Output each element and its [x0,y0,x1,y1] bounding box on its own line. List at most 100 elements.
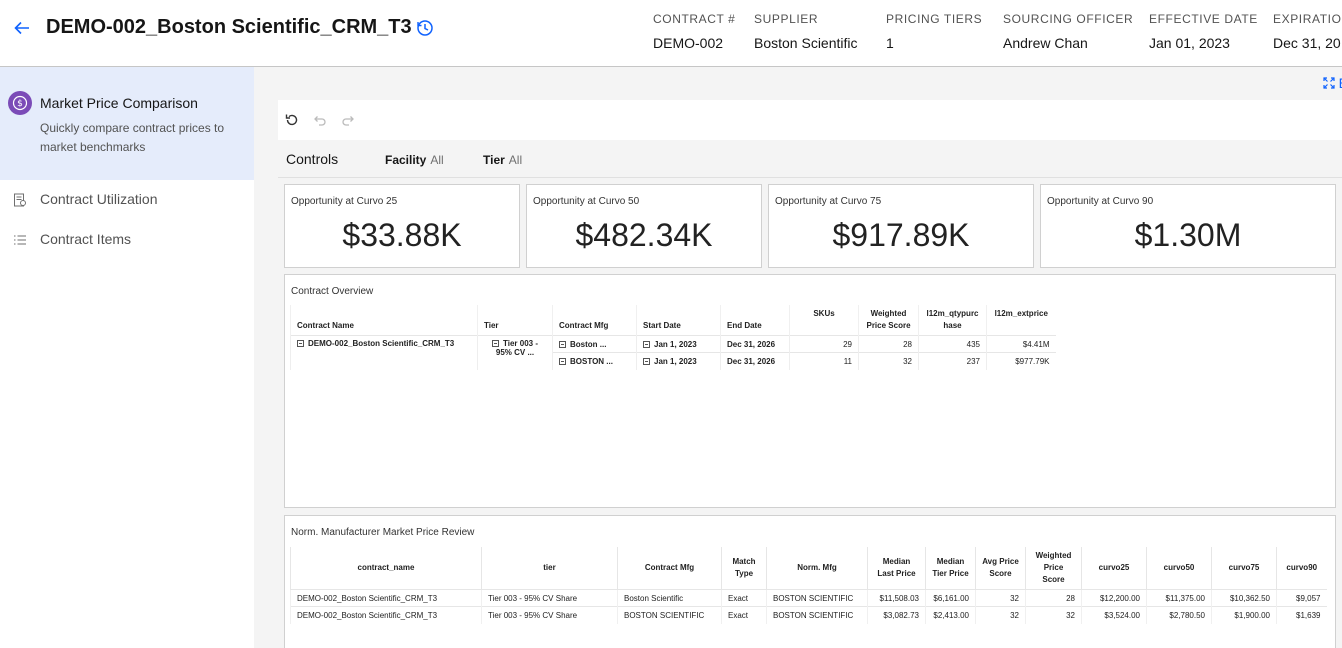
sidebar-item-contract-items[interactable]: Contract Items [0,225,254,255]
tier-filter[interactable]: Tier All [483,153,523,167]
column-header[interactable]: Weighted Price Score [858,305,919,336]
table-cell: Tier 003 - 95% CV Share [481,589,618,607]
kpi-card-curvo50: Opportunity at Curvo 50 $482.34K [526,184,762,268]
sidebar-item-contract-utilization[interactable]: Contract Utilization [0,185,254,215]
table-cell: BOSTON SCIENTIFIC [617,606,722,624]
panel-title: Norm. Manufacturer Market Price Review [291,527,475,538]
contract-overview-table: Contract Name Tier Contract Mfg Start Da… [290,305,1056,370]
list-icon [14,235,26,245]
column-header[interactable]: Avg Price Score [975,547,1026,590]
column-header[interactable]: Norm. Mfg [766,547,868,590]
table-cell: $2,413.00 [925,606,976,624]
table-cell: 32 [1025,606,1082,624]
meta-sourcing-officer: SOURCING OFFICER Andrew Chan [1003,12,1134,51]
table-cell: $3,082.73 [867,606,926,624]
table-cell: $6,161.00 [925,589,976,607]
collapse-icon[interactable] [643,340,650,348]
table-cell: $1,900.00 [1211,606,1277,624]
contract-overview-panel: Contract Overview Contract Name Tier Con… [284,274,1336,508]
column-header[interactable]: curvo50 [1146,547,1212,590]
collapse-icon[interactable] [643,357,650,365]
table-cell: Exact [721,606,767,624]
column-header[interactable]: Match Type [721,547,767,590]
panel-title: Contract Overview [291,286,374,297]
collapse-icon[interactable] [297,340,304,347]
column-header[interactable]: tier [481,547,618,590]
history-icon[interactable] [416,19,434,37]
meta-effective-date: EFFECTIVE DATE Jan 01, 2023 [1149,12,1258,51]
table-cell: 28 [1025,589,1082,607]
column-header[interactable]: l12m_extprice [986,305,1056,336]
controls-title: Controls [286,151,339,167]
column-header[interactable]: SKUs [789,305,859,336]
column-header[interactable]: Weighted Price Score [1025,547,1082,590]
redo-icon[interactable] [340,112,356,128]
undo-icon[interactable] [312,112,328,128]
column-header[interactable]: Contract Mfg [552,305,637,336]
table-cell: $2,780.50 [1146,606,1212,624]
facility-filter[interactable]: Facility All [385,153,444,167]
kpi-card-curvo90: Opportunity at Curvo 90 $1.30M [1040,184,1336,268]
table-cell: Tier 003 - 95% CV ... [477,335,553,370]
meta-expiration: EXPIRATION Dec 31, 20 [1273,12,1342,51]
sidebar-item-label: Contract Items [40,231,132,247]
table-cell: Boston ... [552,335,637,353]
table-cell: DEMO-002_Boston Scientific_CRM_T3 [290,606,482,624]
table-cell: 29 [789,335,859,353]
sidebar-item-label: Contract Utilization [40,191,158,207]
column-header[interactable]: Median Last Price [867,547,926,590]
sidebar-item-description: Quickly compare contract prices to marke… [40,121,225,154]
expand-button[interactable]: E [1323,75,1342,91]
table-cell: $4.41M [986,335,1056,353]
column-header[interactable]: Contract Name [290,305,478,336]
meta-contract-number: CONTRACT # DEMO-002 [653,12,736,51]
table-row[interactable]: DEMO-002_Boston Scientific_CRM_T3 Tier 0… [290,606,1327,624]
back-arrow-icon[interactable] [12,18,32,38]
column-header[interactable]: Tier [477,305,553,336]
svg-text:$: $ [17,99,23,109]
table-cell: 237 [918,352,987,370]
reset-icon[interactable] [284,112,300,128]
dashboard-toolbar [278,100,1342,140]
table-cell: 28 [858,335,919,353]
column-header[interactable]: l12m_qtypurchase [918,305,987,336]
collapse-icon[interactable] [559,357,566,365]
expand-icon [1323,77,1335,89]
table-cell: BOSTON SCIENTIFIC [766,589,868,607]
table-row[interactable]: BOSTON ... Jan 1, 2023 Dec 31, 2026 11 3… [291,352,1056,370]
table-cell: $10,362.50 [1211,589,1277,607]
table-cell: $11,508.03 [867,589,926,607]
column-header[interactable]: curvo25 [1081,547,1147,590]
table-cell: Jan 1, 2023 [636,352,721,370]
column-header[interactable]: End Date [720,305,790,336]
column-header[interactable]: contract_name [290,547,482,590]
column-header[interactable]: Start Date [636,305,721,336]
sidebar-item-market-price-comparison[interactable]: $ Market Price Comparison Quickly compar… [0,67,254,180]
report-icon [14,193,26,207]
table-cell: $1,639 [1276,606,1327,624]
column-header[interactable]: Median Tier Price [925,547,976,590]
table-cell: BOSTON ... [552,352,637,370]
column-header[interactable]: curvo90 [1276,547,1327,590]
table-cell: DEMO-002_Boston Scientific_CRM_T3 [290,335,478,370]
table-cell: $3,524.00 [1081,606,1147,624]
table-row[interactable]: DEMO-002_Boston Scientific_CRM_T3 Tier 0… [290,589,1327,607]
table-cell: 11 [789,352,859,370]
table-cell: Boston Scientific [617,589,722,607]
table-cell: Exact [721,589,767,607]
table-cell: 435 [918,335,987,353]
column-header[interactable]: curvo75 [1211,547,1277,590]
collapse-icon[interactable] [492,340,499,347]
controls-bar: Controls Facility All Tier All [278,140,1342,178]
market-price-review-table: contract_name tier Contract Mfg Match Ty… [290,547,1327,624]
table-cell: Dec 31, 2026 [720,335,790,353]
collapse-icon[interactable] [559,340,566,348]
meta-pricing-tiers: PRICING TIERS 1 [886,12,983,51]
table-row[interactable]: DEMO-002_Boston Scientific_CRM_T3 Tier 0… [290,335,1056,370]
page-title: DEMO-002_Boston Scientific_CRM_T3 [46,16,412,38]
column-header[interactable]: Contract Mfg [617,547,722,590]
market-price-review-panel: Norm. Manufacturer Market Price Review c… [284,515,1336,648]
kpi-card-curvo75: Opportunity at Curvo 75 $917.89K [768,184,1034,268]
table-cell: 32 [858,352,919,370]
